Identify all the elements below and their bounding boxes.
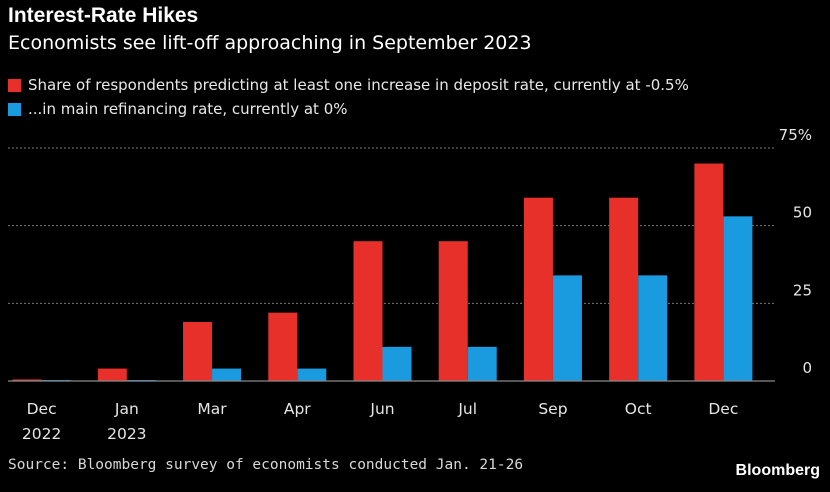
x-tick-label: Jan [114, 400, 139, 418]
bar-deposit-rate [12, 379, 42, 381]
x-tick-label: Mar [197, 400, 227, 418]
x-tick-label: 2023 [107, 425, 146, 443]
legend-label-deposit-rate: Share of respondents predicting at least… [28, 76, 689, 94]
bar-refinancing-rate [723, 216, 753, 381]
bar-deposit-rate [353, 241, 383, 381]
chart-title: Interest-Rate Hikes [8, 4, 199, 27]
bar-deposit-rate [694, 163, 724, 381]
x-tick-label: Apr [284, 400, 311, 418]
bar-deposit-rate [183, 321, 213, 381]
bar-refinancing-rate [297, 368, 327, 381]
bar-refinancing-rate [638, 275, 668, 381]
bar-refinancing-rate [467, 346, 497, 381]
source-note: Source: Bloomberg survey of economists c… [8, 457, 524, 473]
bar-refinancing-rate [382, 346, 412, 381]
x-tick-label: Sep [538, 400, 567, 418]
x-tick-label: Jun [369, 400, 394, 418]
bar-deposit-rate [523, 197, 553, 381]
legend-swatch-red [8, 78, 21, 92]
bar-refinancing-rate [212, 368, 242, 381]
y-tick-label: 25 [793, 281, 812, 299]
legend-label-refinancing-rate: ...in main refinancing rate, currently a… [28, 100, 348, 118]
x-tick-label: Dec [27, 400, 57, 418]
x-tick-label: Dec [708, 400, 738, 418]
bar-deposit-rate [438, 241, 468, 381]
chart-subtitle: Economists see lift-off approaching in S… [8, 32, 532, 54]
legend-item-deposit-rate: Share of respondents predicting at least… [8, 76, 689, 94]
bloomberg-logo: Bloomberg [735, 462, 820, 479]
x-tick-label: Jul [457, 400, 477, 418]
x-tick-label: Oct [625, 400, 652, 418]
legend-item-refinancing-rate: ...in main refinancing rate, currently a… [8, 100, 348, 118]
y-tick-label: 0 [802, 359, 812, 377]
bar-deposit-rate [97, 368, 127, 381]
y-tick-label: 75% [779, 126, 812, 144]
bar-deposit-rate [609, 197, 639, 381]
legend-swatch-blue [8, 102, 21, 116]
x-tick-label: 2022 [22, 425, 61, 443]
bar-deposit-rate [268, 312, 298, 381]
bar-refinancing-rate [552, 275, 582, 381]
y-tick-label: 50 [793, 204, 812, 222]
